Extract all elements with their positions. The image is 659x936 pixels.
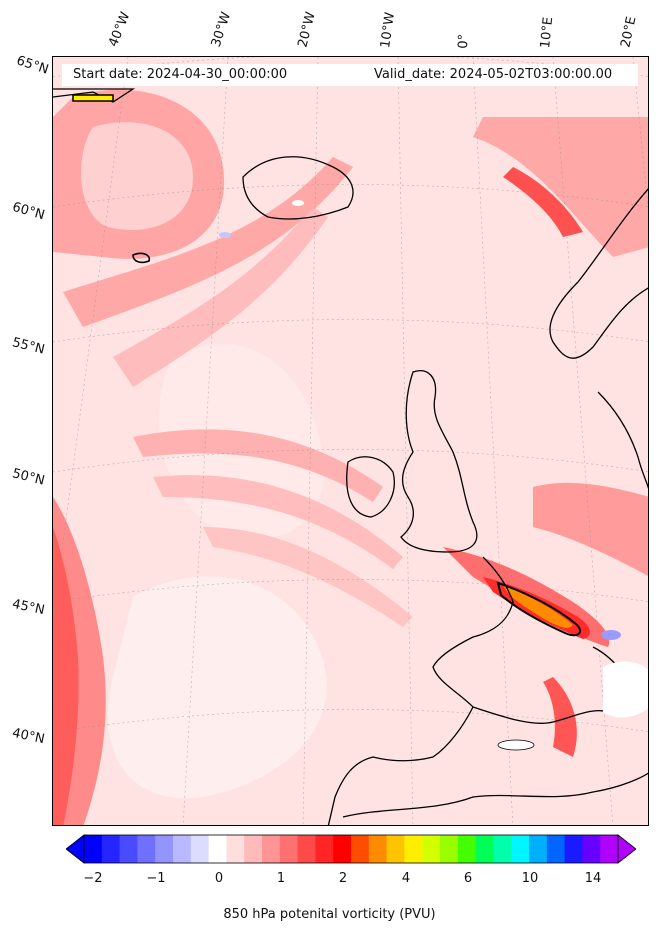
- colorbar-tick-label: 4: [401, 871, 411, 886]
- colorbar-swatch: [84, 835, 103, 863]
- valid-date-label: Valid_date: 2024-05-02T03:00:00.00: [374, 67, 613, 82]
- colorbar-swatch: [279, 835, 299, 863]
- colorbar-tick-label: 10: [521, 871, 539, 886]
- pv-map: [52, 56, 649, 826]
- colorbar-swatch: [511, 835, 530, 863]
- colorbar: [66, 834, 636, 864]
- colorbar-swatch: [529, 835, 548, 863]
- lat-label-40n: 40°N: [10, 725, 46, 748]
- colorbar-swatch: [475, 835, 494, 863]
- map-field-svg: [53, 57, 648, 825]
- colorbar-extend-min: [66, 834, 85, 864]
- lon-label-0: 0°: [456, 33, 472, 49]
- start-date-label: Start date: 2024-04-30_00:00:00: [73, 67, 288, 82]
- colorbar-swatch: [600, 835, 619, 863]
- colorbar-swatch: [155, 835, 174, 863]
- colorbar-swatch: [315, 835, 334, 863]
- lon-label-20w: 20°W: [295, 10, 319, 49]
- colorbar-swatch: [386, 835, 405, 863]
- colorbar-extend-max: [617, 834, 636, 864]
- colorbar-swatch: [440, 835, 459, 863]
- colorbar-tick-label: 2: [338, 871, 348, 886]
- colorbar-swatch: [493, 835, 512, 863]
- colorbar-swatch: [351, 835, 370, 863]
- colorbar-swatch: [297, 835, 316, 863]
- colorbar-swatch: [101, 835, 121, 863]
- colorbar-swatch: [119, 835, 138, 863]
- lon-label-30w: 30°W: [208, 10, 235, 49]
- colorbar-swatch: [422, 835, 441, 863]
- colorbar-swatch: [244, 835, 263, 863]
- lat-label-60n: 60°N: [10, 199, 47, 224]
- lon-label-20e: 20°E: [618, 15, 640, 50]
- colorbar-swatch: [582, 835, 601, 863]
- colorbar-swatch: [173, 835, 192, 863]
- colorbar-swatch: [546, 835, 566, 863]
- colorbar-swatch: [137, 835, 156, 863]
- colorbar-swatch: [262, 835, 281, 863]
- colorbar-label: 850 hPa potenital vorticity (PVU): [223, 907, 436, 922]
- colorbar-swatch: [190, 835, 210, 863]
- header-strip: [62, 64, 638, 86]
- colorbar-swatch: [564, 835, 583, 863]
- colorbar-swatch: [226, 835, 245, 863]
- colorbar-tick-label: 14: [584, 871, 602, 886]
- colorbar-tick-label: −2: [83, 871, 103, 886]
- lat-label-65n: 65°N: [14, 53, 51, 78]
- colorbar-swatch: [368, 835, 388, 863]
- lon-label-10e: 10°E: [538, 16, 557, 50]
- colorbar-swatch: [333, 835, 352, 863]
- lat-label-55n: 55°N: [10, 335, 47, 358]
- colorbar-border: [83, 834, 619, 864]
- lat-label-45n: 45°N: [10, 596, 46, 619]
- colorbar-swatch: [404, 835, 423, 863]
- colorbar-swatch: [457, 835, 477, 863]
- colorbar-tick-label: 0: [214, 871, 224, 886]
- colorbar-tick-label: 1: [276, 871, 286, 886]
- lon-label-40w: 40°W: [106, 10, 134, 49]
- lon-label-10w: 10°W: [378, 11, 398, 49]
- lat-label-50n: 50°N: [10, 466, 47, 489]
- colorbar-tick-label: 6: [463, 871, 473, 886]
- colorbar-tick-label: −1: [146, 871, 166, 886]
- colorbar-swatch: [208, 835, 227, 863]
